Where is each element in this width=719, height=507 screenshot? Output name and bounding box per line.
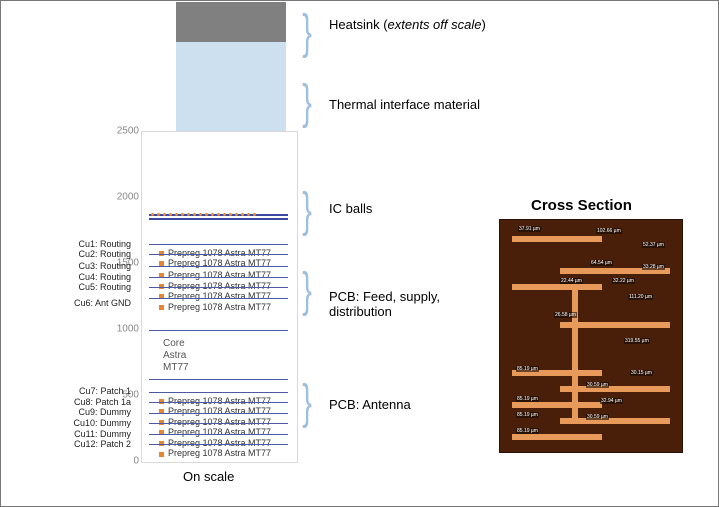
cu-layer-label: Cu12: Patch 2 xyxy=(59,439,131,449)
onscale-caption: On scale xyxy=(183,469,234,484)
cu-line xyxy=(149,277,288,278)
cu-line xyxy=(149,287,288,288)
cross-section-title: Cross Section xyxy=(531,197,632,214)
section-label: Thermal interface material xyxy=(329,97,480,112)
cu-line xyxy=(149,392,288,393)
measurement-callout: 111.20 µm xyxy=(628,294,653,300)
measurement-callout: 85.19 µm xyxy=(516,396,539,402)
cu-layer-label: Cu10: Dummy xyxy=(59,418,131,428)
ic-balls-dots xyxy=(151,208,259,220)
measurement-callout: 30.59 µm xyxy=(586,382,609,388)
copper-trace xyxy=(512,434,602,440)
cu-layer-label: Cu5: Routing xyxy=(59,282,131,292)
measurement-callout: 33.28 µm xyxy=(642,264,665,270)
cu-line xyxy=(149,266,288,267)
section-brace: } xyxy=(302,187,312,235)
cu-line xyxy=(149,244,288,245)
measurement-callout: 85.19 µm xyxy=(516,428,539,434)
prepreg-label: Prepreg 1078 Astra MT77 xyxy=(159,291,271,301)
cu-line xyxy=(149,413,288,414)
measurement-callout: 52.37 µm xyxy=(642,242,665,248)
section-label: PCB: Feed, supply,distribution xyxy=(329,289,440,319)
copper-trace xyxy=(512,284,602,290)
prepreg-label: Prepreg 1078 Astra MT77 xyxy=(159,417,271,427)
measurement-callout: 64.54 µm xyxy=(590,260,613,266)
cu-layer-label: Cu4: Routing xyxy=(59,272,131,282)
measurement-callout: 32.94 µm xyxy=(600,398,623,404)
cu-layer-label: Cu8: Patch 1a xyxy=(59,397,131,407)
section-brace: } xyxy=(302,379,312,427)
cu-line xyxy=(149,254,288,255)
copper-trace xyxy=(512,236,602,242)
section-label: Heatsink (extents off scale) xyxy=(329,17,486,32)
cu-line xyxy=(149,402,288,403)
cu-layer-label: Cu1: Routing xyxy=(59,239,131,249)
cross-section-image: 37.91 µm 102.66 µm 52.37 µm 64.54 µm 33.28 µ… xyxy=(499,219,683,453)
section-brace: } xyxy=(302,79,312,127)
core-rule xyxy=(149,379,288,380)
prepreg-label: Prepreg 1078 Astra MT77 xyxy=(159,438,271,448)
cu-line xyxy=(149,434,288,435)
heatsink-block xyxy=(176,2,286,42)
cu-layer-label: Cu7: Patch 1 xyxy=(59,386,131,396)
measurement-callout: 102.66 µm xyxy=(596,228,622,234)
y-tick: 0 xyxy=(109,456,139,467)
cu-layer-label: Cu9: Dummy xyxy=(59,407,131,417)
measurement-callout: 85.19 µm xyxy=(516,412,539,418)
prepreg-label: Prepreg 1078 Astra MT77 xyxy=(159,396,271,406)
prepreg-label: Prepreg 1078 Astra MT77 xyxy=(159,427,271,437)
prepreg-label: Prepreg 1078 Astra MT77 xyxy=(159,270,271,280)
prepreg-label: Prepreg 1078 Astra MT77 xyxy=(159,281,271,291)
measurement-callout: 30.59 µm xyxy=(586,414,609,420)
y-tick: 1000 xyxy=(109,324,139,335)
cu-layer-label: Cu3: Routing xyxy=(59,261,131,271)
cu-line xyxy=(149,423,288,424)
y-tick: 2500 xyxy=(109,126,139,137)
measurement-callout: 85.19 µm xyxy=(516,366,539,372)
measurement-callout: 22.44 µm xyxy=(560,278,583,284)
prepreg-label: Prepreg 1078 Astra MT77 xyxy=(159,248,271,258)
core-label: CoreAstraMT77 xyxy=(163,338,189,374)
measurement-callout: 319.55 µm xyxy=(624,338,650,344)
prepreg-label: Prepreg 1078 Astra MT77 xyxy=(159,406,271,416)
measurement-callout: 26.58 µm xyxy=(554,312,577,318)
section-label: PCB: Antenna xyxy=(329,397,411,412)
y-tick: 2000 xyxy=(109,192,139,203)
cu-line xyxy=(149,444,288,445)
prepreg-label: Prepreg 1078 Astra MT77 xyxy=(159,448,271,458)
section-brace: } xyxy=(302,9,312,57)
core-rule xyxy=(149,330,288,331)
copper-via xyxy=(572,284,578,420)
copper-trace xyxy=(512,402,602,408)
cu-line xyxy=(149,298,288,299)
section-brace: } xyxy=(302,267,312,315)
prepreg-label: Prepreg 1078 Astra MT77 xyxy=(159,302,271,312)
cu-layer-label: Cu6: Ant GND xyxy=(59,298,131,308)
measurement-callout: 37.91 µm xyxy=(518,226,541,232)
section-label: IC balls xyxy=(329,201,372,216)
measurement-callout: 32.22 µm xyxy=(612,278,635,284)
measurement-callout: 30.15 µm xyxy=(630,370,653,376)
cu-layer-label: Cu11: Dummy xyxy=(59,429,131,439)
cu-layer-label: Cu2: Routing xyxy=(59,249,131,259)
